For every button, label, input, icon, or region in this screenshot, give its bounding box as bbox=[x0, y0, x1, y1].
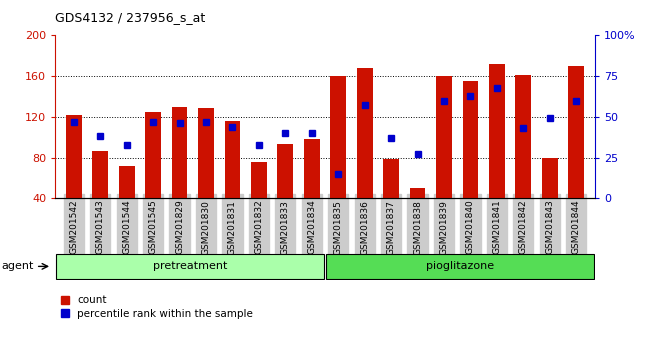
Bar bbox=[489, 64, 505, 198]
Bar bbox=[224, 121, 240, 198]
Bar bbox=[145, 112, 161, 198]
Bar bbox=[568, 66, 584, 198]
FancyBboxPatch shape bbox=[56, 254, 324, 279]
Bar bbox=[251, 161, 266, 198]
Bar bbox=[198, 108, 214, 198]
Bar bbox=[304, 139, 320, 198]
Bar bbox=[410, 188, 426, 198]
FancyBboxPatch shape bbox=[326, 254, 594, 279]
Bar bbox=[542, 158, 558, 198]
Bar bbox=[278, 144, 293, 198]
Bar bbox=[172, 107, 187, 198]
Text: pioglitazone: pioglitazone bbox=[426, 261, 494, 272]
Bar bbox=[357, 68, 372, 198]
Bar bbox=[66, 115, 82, 198]
Legend: count, percentile rank within the sample: count, percentile rank within the sample bbox=[60, 296, 253, 319]
Text: GDS4132 / 237956_s_at: GDS4132 / 237956_s_at bbox=[55, 11, 205, 24]
Bar bbox=[119, 166, 135, 198]
Text: pretreatment: pretreatment bbox=[153, 261, 228, 272]
Bar bbox=[384, 159, 399, 198]
Bar bbox=[436, 76, 452, 198]
Bar bbox=[515, 75, 531, 198]
Bar bbox=[463, 81, 478, 198]
Bar bbox=[92, 152, 108, 198]
Text: agent: agent bbox=[1, 261, 34, 272]
Bar bbox=[330, 76, 346, 198]
